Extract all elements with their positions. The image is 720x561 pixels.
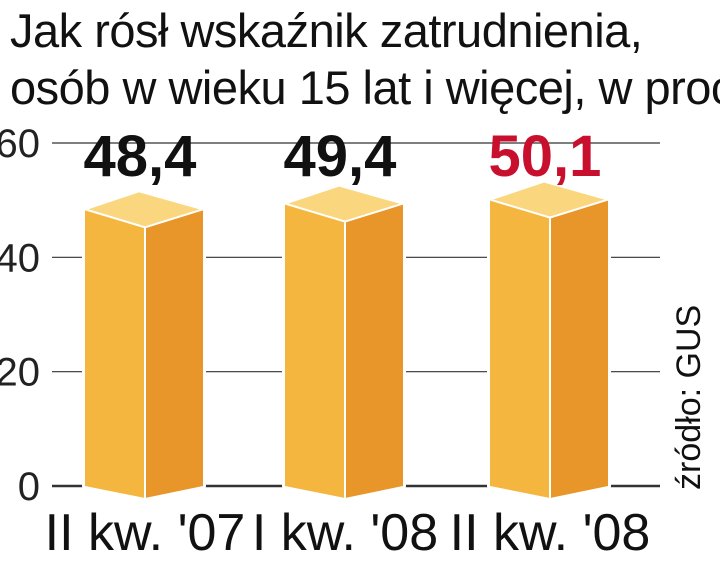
bar-top-face (281, 184, 407, 223)
category-label: II kw. '07 (45, 504, 246, 561)
title-line-2: osób w wieku 15 lat i więcej, w proc. (10, 61, 720, 114)
bar (486, 180, 612, 501)
value-label: 48,4 (84, 124, 197, 189)
bar-front-face (85, 209, 145, 498)
y-tick-label: 0 (18, 465, 40, 509)
bar-side-face (145, 209, 203, 498)
bar-top-face (486, 180, 612, 219)
bar (81, 190, 207, 501)
bar-front-face (490, 199, 550, 498)
bar-top-face (81, 190, 207, 229)
source-note: źródło: GUS (670, 305, 708, 490)
value-label: 49,4 (284, 124, 397, 189)
bars (81, 180, 612, 501)
y-tick-label: 40 (0, 236, 40, 280)
title-line-1: Jak rósł wskaźnik zatrudnienia, (10, 4, 643, 57)
category-label: II kw. '08 (450, 504, 651, 561)
value-labels: 48,4 49,4 50,1 (84, 124, 602, 189)
category-label: I kw. '08 (252, 504, 438, 561)
bar-side-face (345, 203, 403, 498)
y-tick-label: 20 (0, 351, 40, 395)
bar-side-face (550, 199, 608, 498)
value-label: 50,1 (489, 124, 602, 189)
bar-front-face (285, 203, 345, 498)
y-tick-label: 60 (0, 122, 40, 166)
chart-title: Jak rósł wskaźnik zatrudnienia, osób w w… (10, 2, 720, 116)
y-axis-ticks: 0 20 40 60 (0, 122, 40, 509)
x-axis-categories: II kw. '07 I kw. '08 II kw. '08 (45, 504, 651, 561)
bar (281, 184, 407, 501)
